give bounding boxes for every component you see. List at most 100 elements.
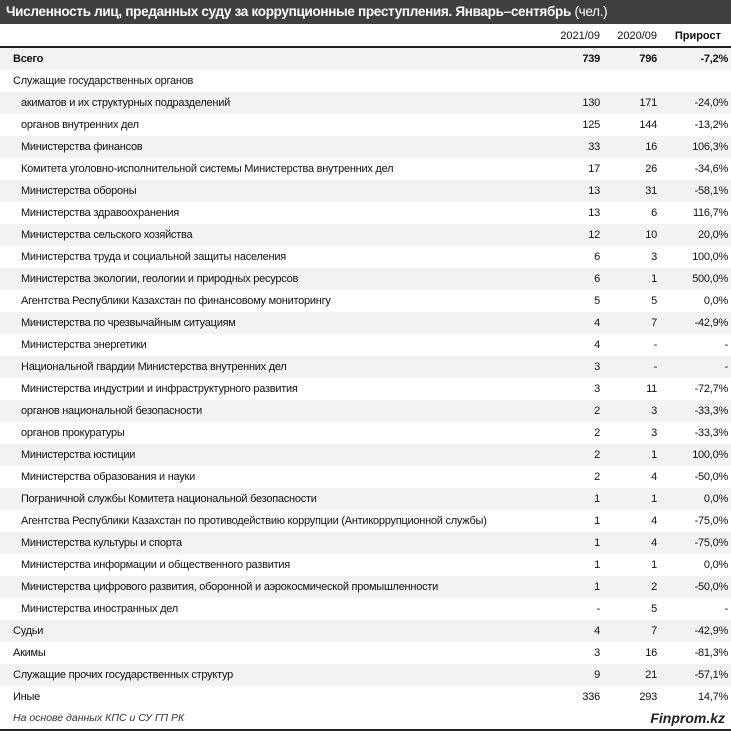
table-row: Национальной гвардии Министерства внутре…: [0, 356, 731, 378]
row-label: Национальной гвардии Министерства внутре…: [21, 361, 287, 373]
value-growth: -: [724, 361, 729, 373]
value-2021: 4: [594, 317, 600, 329]
row-label: Министерства здравоохранения: [21, 207, 179, 219]
value-2021: 1: [594, 537, 600, 549]
value-growth: -57,1%: [694, 669, 729, 681]
table-row: Служащие государственных органов: [0, 70, 731, 92]
value-2020: 31: [645, 185, 657, 197]
value-2021: 3: [594, 647, 600, 659]
value-2020: 2: [651, 581, 657, 593]
row-label: Судьи: [13, 625, 44, 637]
value-growth: -72,7%: [694, 383, 729, 395]
table-row: Судьи 4 7 -42,9%: [0, 620, 731, 642]
value-growth: -50,0%: [694, 471, 729, 483]
col-header-2021: 2021/09: [560, 30, 600, 42]
value-2020: 26: [645, 163, 657, 175]
value-2020: 171: [639, 97, 657, 109]
row-label: Министерства экологии, геологии и природ…: [21, 273, 299, 285]
value-2021: 739: [582, 53, 600, 65]
value-2021: 2: [594, 449, 600, 461]
value-2020: 4: [651, 515, 657, 527]
table-row: органов национальной безопасности 2 3 -33,3…: [0, 400, 731, 422]
table-row: Иные 336 293 14,7%: [0, 686, 731, 708]
value-2020: 16: [645, 141, 657, 153]
row-label: органов внутренних дел: [21, 119, 139, 131]
table-row: Министерства информации и общественного …: [0, 554, 731, 576]
value-2021: 13: [588, 207, 600, 219]
table-row: Министерства финансов 33 16 106,3%: [0, 136, 731, 158]
brand-logo: Finprom.kz: [650, 710, 725, 726]
col-header-2020: 2020/09: [617, 30, 657, 42]
value-2020: 21: [645, 669, 657, 681]
row-label: Министерства финансов: [21, 141, 143, 153]
value-2021: 2: [594, 427, 600, 439]
table-row: Министерства индустрии и инфраструктурно…: [0, 378, 731, 400]
value-2021: 336: [582, 691, 600, 703]
row-label: Министерства индустрии и инфраструктурно…: [21, 383, 298, 395]
value-growth: -42,9%: [694, 625, 729, 637]
value-growth: 100,0%: [692, 251, 728, 263]
table-row: Министерства энергетики 4 - -: [0, 334, 731, 356]
table-row: Министерства юстиции 2 1 100,0%: [0, 444, 731, 466]
table-row: Министерства труда и социальной защиты н…: [0, 246, 731, 268]
row-label: Служащие государственных органов: [13, 75, 194, 87]
value-2021: 17: [588, 163, 600, 175]
value-growth: 0,0%: [703, 559, 728, 571]
row-label: Министерства культуры и спорта: [21, 537, 182, 549]
value-growth: 0,0%: [703, 295, 728, 307]
table-row: акиматов и их структурных подразделений 1…: [0, 92, 731, 114]
value-2020: 4: [651, 537, 657, 549]
value-2021: 3: [594, 383, 600, 395]
value-growth: 500,0%: [692, 273, 728, 285]
value-2021: 130: [582, 97, 600, 109]
row-label: Министерства по чрезвычайным ситуациям: [21, 317, 236, 329]
value-2020: 3: [651, 427, 657, 439]
value-2020: 3: [651, 251, 657, 263]
table-row: органов внутренних дел 125 144 -13,2%: [0, 114, 731, 136]
table-row: Министерства иностранных дел - 5 -: [0, 598, 731, 620]
value-2021: 4: [594, 339, 600, 351]
value-2020: 3: [651, 405, 657, 417]
value-growth: -: [724, 339, 729, 351]
value-2021: 125: [582, 119, 600, 131]
col-header-growth: Прирост: [674, 30, 721, 42]
value-2020: -: [653, 361, 658, 373]
value-2020: 7: [651, 317, 657, 329]
value-2020: 5: [651, 295, 657, 307]
row-label: Министерства юстиции: [21, 449, 136, 461]
value-2020: 4: [651, 471, 657, 483]
table-body: Всего 739 796 -7,2% Служащие государственных…: [0, 48, 731, 708]
value-growth: -81,3%: [694, 647, 729, 659]
value-2020: 5: [651, 603, 657, 615]
value-2020: 16: [645, 647, 657, 659]
value-2021: -: [596, 603, 601, 615]
value-2020: 11: [646, 383, 657, 395]
value-growth: -75,0%: [694, 537, 729, 549]
table-row: Комитета уголовно-исполнительной системы…: [0, 158, 731, 180]
value-2021: 5: [594, 295, 600, 307]
table-footer: На основе данных КПС и СУ ГП РК Finprom.…: [0, 708, 731, 731]
table-row: Министерства обороны 13 31 -58,1%: [0, 180, 731, 202]
unit-label: (чел.): [574, 4, 608, 19]
value-2020: 1: [651, 559, 657, 571]
table-row: органов прокуратуры 2 3 -33,3%: [0, 422, 731, 444]
value-2020: 7: [651, 625, 657, 637]
value-growth: -33,3%: [694, 427, 729, 439]
value-2021: 1: [594, 493, 600, 505]
row-label: Министерства труда и социальной защиты н…: [21, 251, 286, 263]
value-2020: 10: [645, 229, 657, 241]
value-growth: -50,0%: [694, 581, 729, 593]
source-note: На основе данных КПС и СУ ГП РК: [13, 712, 185, 724]
value-2021: 1: [594, 515, 600, 527]
value-growth: -24,0%: [694, 97, 729, 109]
value-2021: 3: [594, 361, 600, 373]
row-label: органов национальной безопасности: [21, 405, 202, 417]
value-2021: 13: [588, 185, 600, 197]
value-growth: 14,7%: [698, 691, 728, 703]
value-growth: -33,3%: [694, 405, 729, 417]
value-2020: 1: [651, 493, 657, 505]
table-row: Акимы 3 16 -81,3%: [0, 642, 731, 664]
value-2020: 1: [651, 449, 657, 461]
value-2021: 6: [594, 273, 600, 285]
value-2020: -: [653, 339, 658, 351]
